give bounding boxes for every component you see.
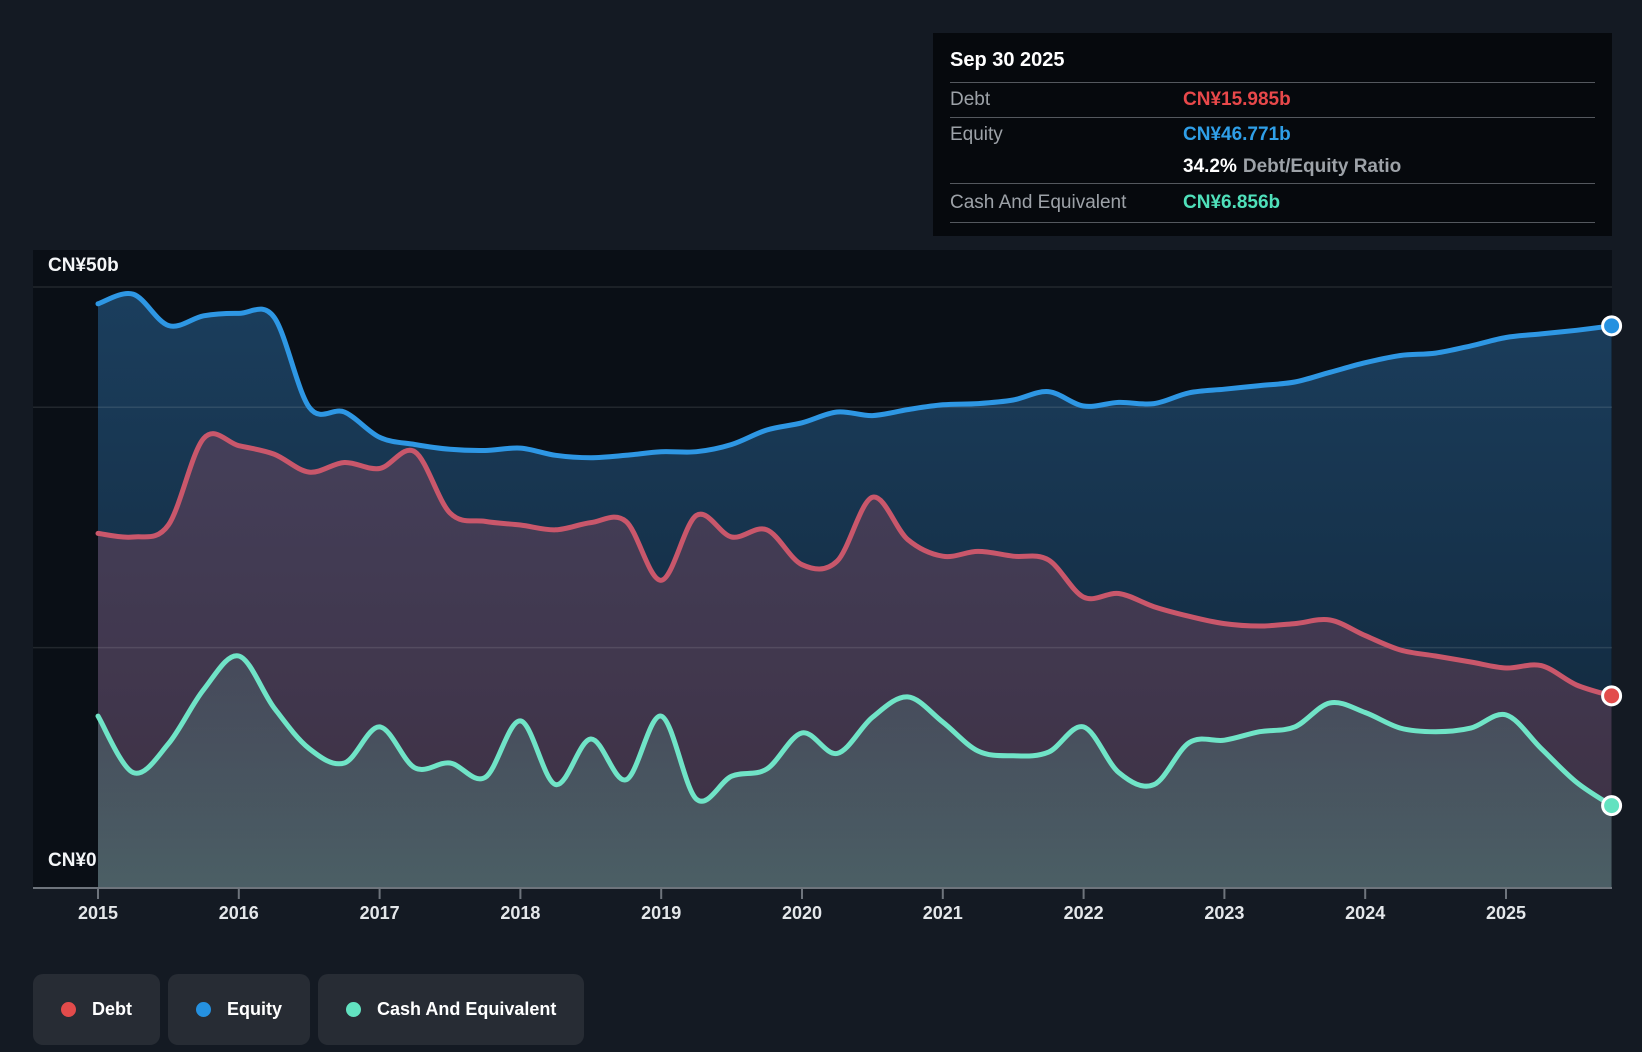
equity-line — [95, 291, 1615, 461]
x-tick-label-2021: 2021 — [923, 903, 963, 923]
chart-legend: Debt Equity Cash And Equivalent — [33, 974, 585, 1045]
debt-line — [95, 431, 1615, 699]
x-tick-label-2023: 2023 — [1204, 903, 1244, 923]
tooltip-row-cash: Cash And Equivalent CN¥6.856b — [950, 184, 1595, 223]
debt-dot-icon — [61, 1002, 76, 1017]
cash-dot-icon — [346, 1002, 362, 1017]
y-axis-zero-label: CN¥0 — [48, 850, 97, 871]
series-end-markers — [1601, 315, 1623, 817]
y-axis-labels: CN¥50b CN¥0 — [48, 255, 119, 871]
legend-debt-label: Debt — [92, 999, 132, 1019]
x-tick-label-2025: 2025 — [1486, 903, 1526, 923]
tooltip-cash-label: Cash And Equivalent — [950, 192, 1127, 213]
x-tick-label-2018: 2018 — [500, 903, 540, 923]
tooltip-row-debt: Debt CN¥15.985b — [950, 83, 1595, 118]
tooltip-row-equity: Equity CN¥46.771b — [950, 118, 1595, 151]
tooltip-ratio-value: 34.2% — [1183, 156, 1237, 177]
chart-tooltip: Sep 30 2025 Debt CN¥15.985b Equity CN¥46… — [933, 33, 1612, 236]
tooltip-equity-value: CN¥46.771b — [1183, 123, 1291, 145]
x-tick-label-2015: 2015 — [78, 903, 118, 923]
x-tick-label-2024: 2024 — [1345, 903, 1385, 923]
legend-item-debt[interactable]: Debt — [33, 974, 160, 1045]
tooltip-row-ratio: 34.2% Debt/Equity Ratio — [950, 151, 1595, 184]
tooltip-equity-label: Equity — [950, 123, 1003, 145]
x-tick-label-2022: 2022 — [1064, 903, 1104, 923]
cash-and-equivalent-area — [98, 655, 1612, 888]
gridlines — [33, 286, 1612, 649]
x-tick-label-2016: 2016 — [219, 903, 259, 923]
series-lines — [95, 291, 1615, 809]
legend-item-cash[interactable]: Cash And Equivalent — [318, 974, 585, 1045]
cash-and-equivalent-line — [95, 653, 1615, 809]
tooltip-ratio-label: Debt/Equity Ratio — [1242, 156, 1402, 177]
equity-dot-icon — [196, 1002, 211, 1017]
legend-cash-label: Cash And Equivalent — [377, 999, 557, 1019]
x-tick-label-2017: 2017 — [360, 903, 400, 923]
cash-and-equivalent-end-marker — [1601, 795, 1623, 817]
x-tick-label-2019: 2019 — [641, 903, 681, 923]
debt-end-marker — [1601, 685, 1623, 707]
equity-end-marker — [1601, 315, 1623, 337]
x-axis-ticks: 2015 2016 2017 2018 2019 2020 2021 2022 2023 2024… — [78, 889, 1526, 923]
tooltip-date: Sep 30 2025 — [950, 33, 1595, 83]
tooltip-debt-value: CN¥15.985b — [1183, 89, 1291, 110]
y-axis-max-label: CN¥50b — [48, 255, 119, 276]
tooltip-debt-label: Debt — [950, 89, 991, 110]
tooltip-cash-value: CN¥6.856b — [1183, 192, 1281, 213]
legend-item-equity[interactable]: Equity — [168, 974, 311, 1045]
x-tick-label-2020: 2020 — [782, 903, 822, 923]
legend-equity-label: Equity — [227, 999, 283, 1019]
